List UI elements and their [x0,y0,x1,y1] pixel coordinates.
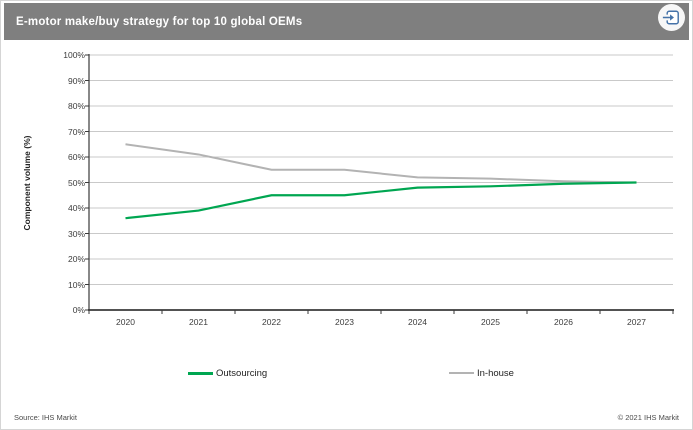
x-tick-label: 2023 [335,317,354,327]
plot-area [85,54,674,314]
export-icon [662,10,679,25]
legend-label: Outsourcing [216,367,268,379]
y-tick-label: 50% [67,177,85,188]
y-tick-label: 90% [67,75,85,86]
y-tick-label: 10% [67,279,85,290]
legend-item-inhouse[interactable]: In-house [449,365,514,381]
x-tick-label: 2024 [408,317,427,327]
source-text: Source: IHS Markit [14,413,77,422]
copyright-text: © 2021 IHS Markit [617,413,679,422]
y-tick-label: 30% [67,228,85,239]
y-tick-label: 80% [67,101,85,111]
legend: Outsourcing In-house [89,365,673,381]
chart-title: E-motor make/buy strategy for top 10 glo… [16,15,303,28]
x-tick-label: 2026 [554,317,573,327]
export-button[interactable] [658,4,685,31]
y-axis-title: Component volume (%) [22,135,32,231]
chart-header: E-motor make/buy strategy for top 10 glo… [4,3,689,40]
outsourcing-line-swatch [188,371,213,375]
y-tick-label: 70% [67,126,85,137]
x-tick-label: 2021 [189,317,208,327]
y-tick-label: 20% [67,254,85,264]
x-tick-label: 2020 [116,317,135,327]
y-tick-label: 60% [67,152,85,162]
series-line-in-house [125,143,637,184]
legend-label: In-house [477,367,514,379]
x-tick-label: 2027 [627,317,646,327]
y-tick-label: 100% [63,50,85,60]
inhouse-line-swatch [449,372,474,374]
y-tick-label: 0% [72,305,85,315]
series-line-outsourcing [125,181,637,220]
y-tick-label: 40% [67,203,85,213]
x-tick-label: 2025 [481,317,500,327]
x-tick-label: 2022 [262,317,281,327]
legend-item-outsourcing[interactable]: Outsourcing [188,365,267,381]
